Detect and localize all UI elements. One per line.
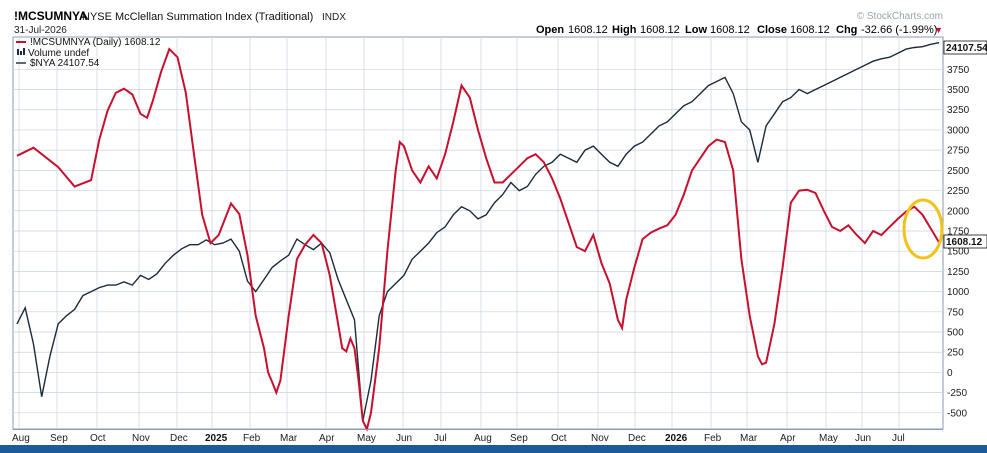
y-tick-label: 2000: [947, 206, 970, 217]
bottom-scroll-strip: [0, 445, 987, 453]
x-tick-label: Mar: [280, 433, 298, 444]
x-tick-label: May: [357, 433, 376, 444]
x-tick-label: Apr: [780, 433, 796, 444]
y-tick-label: 1500: [947, 247, 970, 258]
legend-volume-bar-icon: [17, 49, 19, 55]
ohlc-chg-label: Chg: [836, 24, 857, 36]
ohlc-open-value: 1608.12: [568, 24, 608, 36]
x-tick-label: Nov: [132, 433, 150, 444]
x-tick-label: Oct: [551, 433, 567, 444]
x-tick-label: Apr: [319, 433, 335, 444]
x-tick-label: Jun: [396, 433, 412, 444]
summation-series-line: [16, 47, 940, 432]
y-tick-label: 250: [947, 348, 964, 359]
y-tick-label: 2500: [947, 166, 970, 177]
x-tick-label: Oct: [90, 433, 106, 444]
ohlc-close-value: 1608.12: [790, 24, 830, 36]
x-tick-label: Nov: [591, 433, 609, 444]
highlight-circle: [902, 198, 944, 260]
y-tick-label: 500: [947, 328, 964, 339]
legend-volume-label: Volume undef: [28, 48, 89, 59]
x-tick-label: Sep: [50, 433, 68, 444]
plot-area: [12, 36, 944, 430]
y-tick-label: 3000: [947, 125, 970, 136]
x-tick-label: Aug: [474, 433, 492, 444]
ohlc-close-label: Close: [757, 24, 787, 36]
x-tick-label: Dec: [628, 433, 646, 444]
x-tick-label: Feb: [704, 433, 722, 444]
legend-summation-label: !MCSUMNYA (Daily) 1608.12: [30, 37, 161, 48]
ohlc-high-value: 1608.12: [640, 24, 680, 36]
x-tick-label: Jun: [855, 433, 871, 444]
y-tick-label: 3750: [947, 65, 970, 76]
brand-watermark: © StockCharts.com: [857, 11, 943, 22]
y-tick-label: 750: [947, 307, 964, 318]
ohlc-readout: Open 1608.12 High 1608.12 Low 1608.12 Cl…: [536, 24, 943, 36]
exchange-label: INDX: [322, 12, 346, 23]
x-tick-label: 2026: [665, 433, 688, 444]
x-tick-label: May: [819, 433, 838, 444]
y-tick-label: -250: [947, 388, 967, 399]
x-tick-label: Jul: [434, 433, 447, 444]
x-tick-label: Sep: [510, 433, 528, 444]
y-axis: 3750350032503000275025002250200017501500…: [947, 65, 970, 420]
summation-last-value-box: [943, 234, 987, 249]
horizontal-gridlines: [13, 68, 943, 414]
x-tick-label: Jul: [892, 433, 905, 444]
x-tick-label: Aug: [12, 433, 30, 444]
y-tick-label: -500: [947, 408, 967, 419]
chg-down-arrow-icon: ▼: [934, 25, 943, 35]
chart-date: 31-Jul-2026: [14, 25, 67, 36]
x-tick-label: Feb: [243, 433, 261, 444]
y-tick-label: 2250: [947, 186, 970, 197]
x-axis: Aug Sep Oct Nov Dec 2025 Feb Mar Apr May Jun Jul Aug…: [12, 433, 905, 444]
y-tick-label: 1250: [947, 267, 970, 278]
y-tick-label: 2750: [947, 146, 970, 157]
legend: !MCSUMNYA (Daily) 1608.12 Volume undef $…: [16, 37, 161, 69]
y-tick-label: 1000: [947, 287, 970, 298]
vertical-gridlines: [18, 37, 900, 429]
ohlc-open-label: Open: [536, 24, 564, 36]
index-description: NYSE McClellan Summation Index (Traditio…: [82, 11, 313, 23]
ohlc-low-value: 1608.12: [710, 24, 750, 36]
ohlc-chg-value: -32.66 (-1.99%): [861, 24, 937, 36]
ohlc-low-label: Low: [685, 24, 707, 36]
y-tick-label: 0: [947, 368, 953, 379]
legend-nya-label: $NYA 24107.54: [30, 58, 100, 69]
x-tick-label: Dec: [170, 433, 188, 444]
y-tick-label: 1750: [947, 226, 970, 237]
ohlc-high-label: High: [612, 24, 637, 36]
summation-last-value: 1608.12: [946, 237, 983, 248]
x-tick-label: Mar: [740, 433, 758, 444]
y-tick-label: 3250: [947, 105, 970, 116]
nya-last-value: 24107.54: [946, 43, 987, 54]
nya-series-line: [16, 42, 940, 422]
y-tick-label: 3500: [947, 85, 970, 96]
x-tick-label: 2025: [205, 433, 228, 444]
last-value-tags: 24107.54 1608.12: [943, 40, 987, 249]
nya-last-value-box: [943, 40, 987, 55]
symbol-title: !MCSUMNYA: [14, 9, 88, 23]
